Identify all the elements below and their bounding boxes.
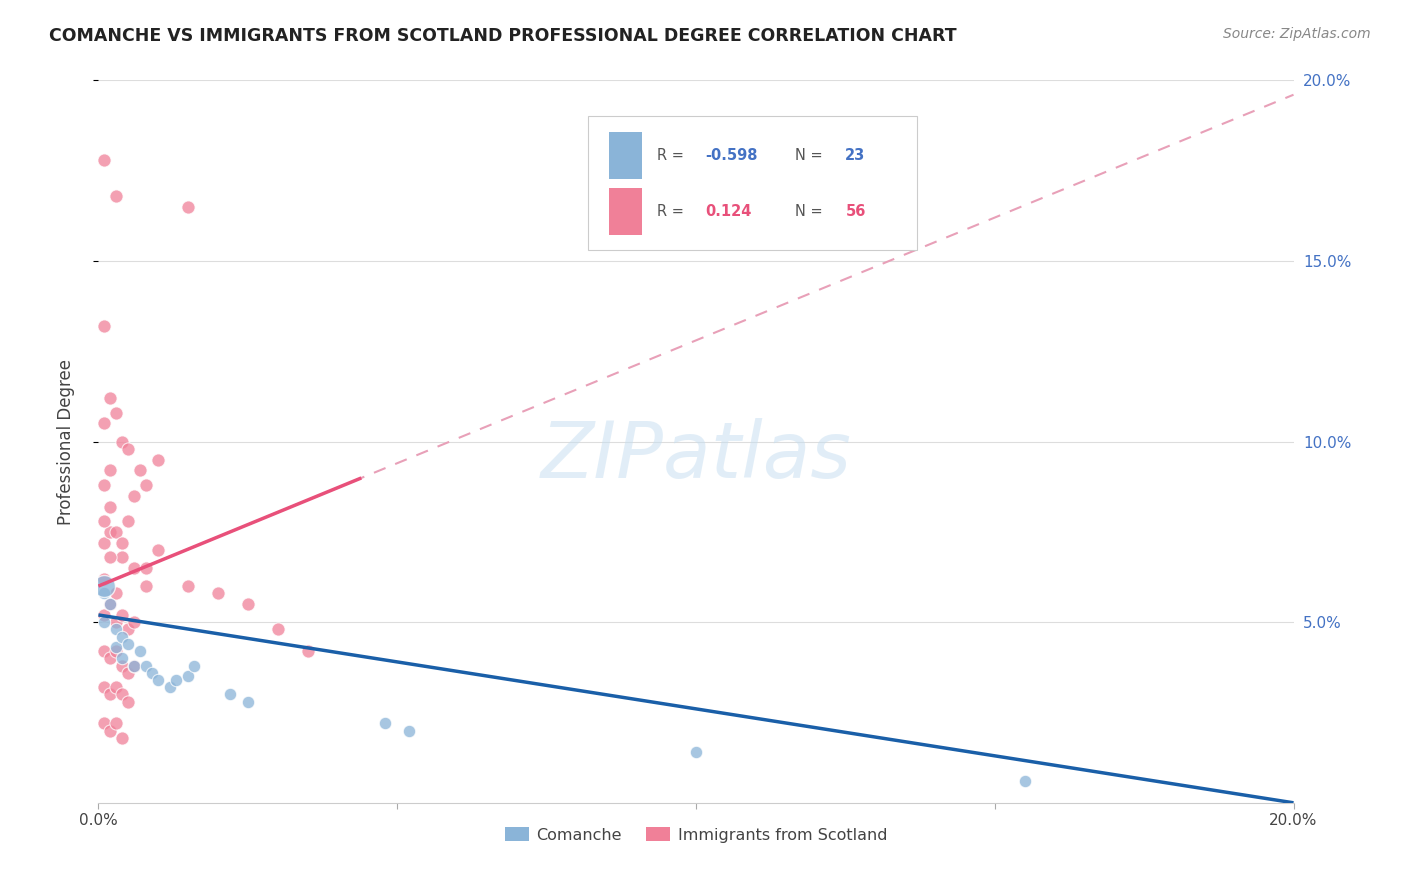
Point [111, 434, 134, 449]
Point [105, 716, 128, 731]
Point [117, 695, 139, 709]
Point [93, 153, 115, 167]
Point [111, 630, 134, 644]
Text: N =: N = [796, 148, 827, 163]
Point [159, 680, 181, 694]
Bar [609, 132, 643, 179]
Point [111, 535, 134, 549]
Point [111, 658, 134, 673]
Bar [609, 187, 643, 235]
Point [93, 514, 115, 528]
Point [98, 597, 122, 611]
Point [135, 658, 157, 673]
Point [98, 723, 122, 738]
Point [105, 189, 128, 203]
Point [685, 745, 707, 759]
Point [1014, 774, 1036, 789]
Point [98, 550, 122, 565]
Point [111, 550, 134, 565]
Point [117, 665, 139, 680]
Point [98, 687, 122, 701]
Point [93, 716, 115, 731]
Point [105, 524, 128, 539]
Point [93, 586, 115, 600]
Point [111, 651, 134, 665]
Point [297, 644, 319, 658]
Point [207, 586, 229, 600]
Point [117, 442, 139, 456]
Y-axis label: Professional Degree: Professional Degree [56, 359, 75, 524]
Point [124, 561, 146, 575]
Text: 23: 23 [845, 148, 866, 163]
Legend: Comanche, Immigrants from Scotland: Comanche, Immigrants from Scotland [498, 821, 894, 849]
Point [374, 716, 396, 731]
Point [165, 673, 187, 687]
Point [124, 615, 146, 630]
Point [93, 680, 115, 694]
Point [98, 500, 122, 514]
Point [177, 200, 200, 214]
Point [135, 478, 157, 492]
Point [98, 524, 122, 539]
Point [93, 607, 115, 622]
Point [135, 561, 157, 575]
Point [105, 644, 128, 658]
Point [93, 535, 115, 549]
Point [105, 623, 128, 637]
Point [93, 615, 115, 630]
Point [105, 615, 128, 630]
Text: -0.598: -0.598 [706, 148, 758, 163]
Point [93, 579, 115, 593]
Text: Source: ZipAtlas.com: Source: ZipAtlas.com [1223, 27, 1371, 41]
Point [105, 406, 128, 420]
Point [105, 586, 128, 600]
Point [129, 463, 152, 477]
Point [148, 542, 170, 557]
Point [236, 695, 259, 709]
Point [148, 673, 170, 687]
Point [117, 637, 139, 651]
Text: R =: R = [657, 203, 688, 219]
Text: R =: R = [657, 148, 688, 163]
Point [183, 658, 205, 673]
Point [236, 597, 259, 611]
Text: 0.124: 0.124 [706, 203, 752, 219]
Point [135, 579, 157, 593]
Point [124, 658, 146, 673]
Point [124, 489, 146, 503]
Text: ZIPatlas: ZIPatlas [540, 418, 852, 494]
Point [111, 731, 134, 745]
Point [98, 651, 122, 665]
Point [124, 658, 146, 673]
Point [148, 452, 170, 467]
Point [98, 463, 122, 477]
Point [141, 665, 163, 680]
Point [98, 391, 122, 405]
Point [93, 417, 115, 431]
Point [111, 687, 134, 701]
Point [117, 623, 139, 637]
Text: N =: N = [796, 203, 827, 219]
Point [105, 640, 128, 655]
Point [398, 723, 420, 738]
FancyBboxPatch shape [589, 117, 917, 250]
Point [93, 478, 115, 492]
Point [177, 579, 200, 593]
Text: 56: 56 [845, 203, 866, 219]
Point [93, 644, 115, 658]
Point [219, 687, 242, 701]
Point [177, 669, 200, 683]
Point [267, 623, 290, 637]
Point [93, 572, 115, 586]
Point [93, 318, 115, 333]
Point [105, 680, 128, 694]
Point [129, 644, 152, 658]
Text: COMANCHE VS IMMIGRANTS FROM SCOTLAND PROFESSIONAL DEGREE CORRELATION CHART: COMANCHE VS IMMIGRANTS FROM SCOTLAND PRO… [49, 27, 957, 45]
Point [98, 597, 122, 611]
Point [117, 514, 139, 528]
Point [111, 607, 134, 622]
